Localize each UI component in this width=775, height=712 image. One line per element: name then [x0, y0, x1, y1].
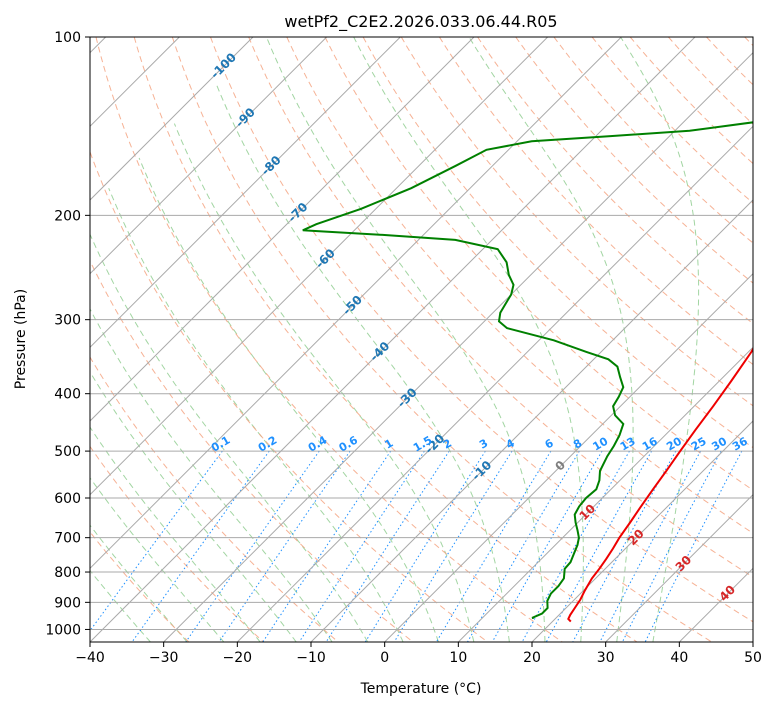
x-tick-label: 20	[523, 650, 541, 666]
chart-title: wetPf2_C2E2.2026.033.06.44.R05	[284, 12, 557, 32]
x-tick-label: −20	[223, 650, 253, 666]
x-tick-label: −40	[75, 650, 105, 666]
x-tick-label: −10	[296, 650, 326, 666]
x-tick-label: 10	[449, 650, 467, 666]
y-tick-label: 400	[54, 387, 81, 403]
y-tick-label: 600	[54, 491, 81, 507]
y-tick-label: 700	[54, 531, 81, 547]
x-tick-label: 50	[744, 650, 762, 666]
x-tick-label: −30	[149, 650, 179, 666]
x-tick-label: 40	[670, 650, 688, 666]
y-tick-label: 300	[54, 313, 81, 329]
y-tick-label: 500	[54, 444, 81, 460]
y-axis-label: Pressure (hPa)	[13, 289, 29, 389]
x-tick-label: 0	[380, 650, 389, 666]
y-tick-label: 200	[54, 208, 81, 224]
y-tick-label: 100	[54, 30, 81, 46]
y-tick-label: 800	[54, 565, 81, 581]
x-axis-label: Temperature (°C)	[360, 681, 482, 697]
y-tick-label: 1000	[45, 622, 81, 638]
x-tick-label: 30	[597, 650, 615, 666]
y-tick-label: 900	[54, 595, 81, 611]
